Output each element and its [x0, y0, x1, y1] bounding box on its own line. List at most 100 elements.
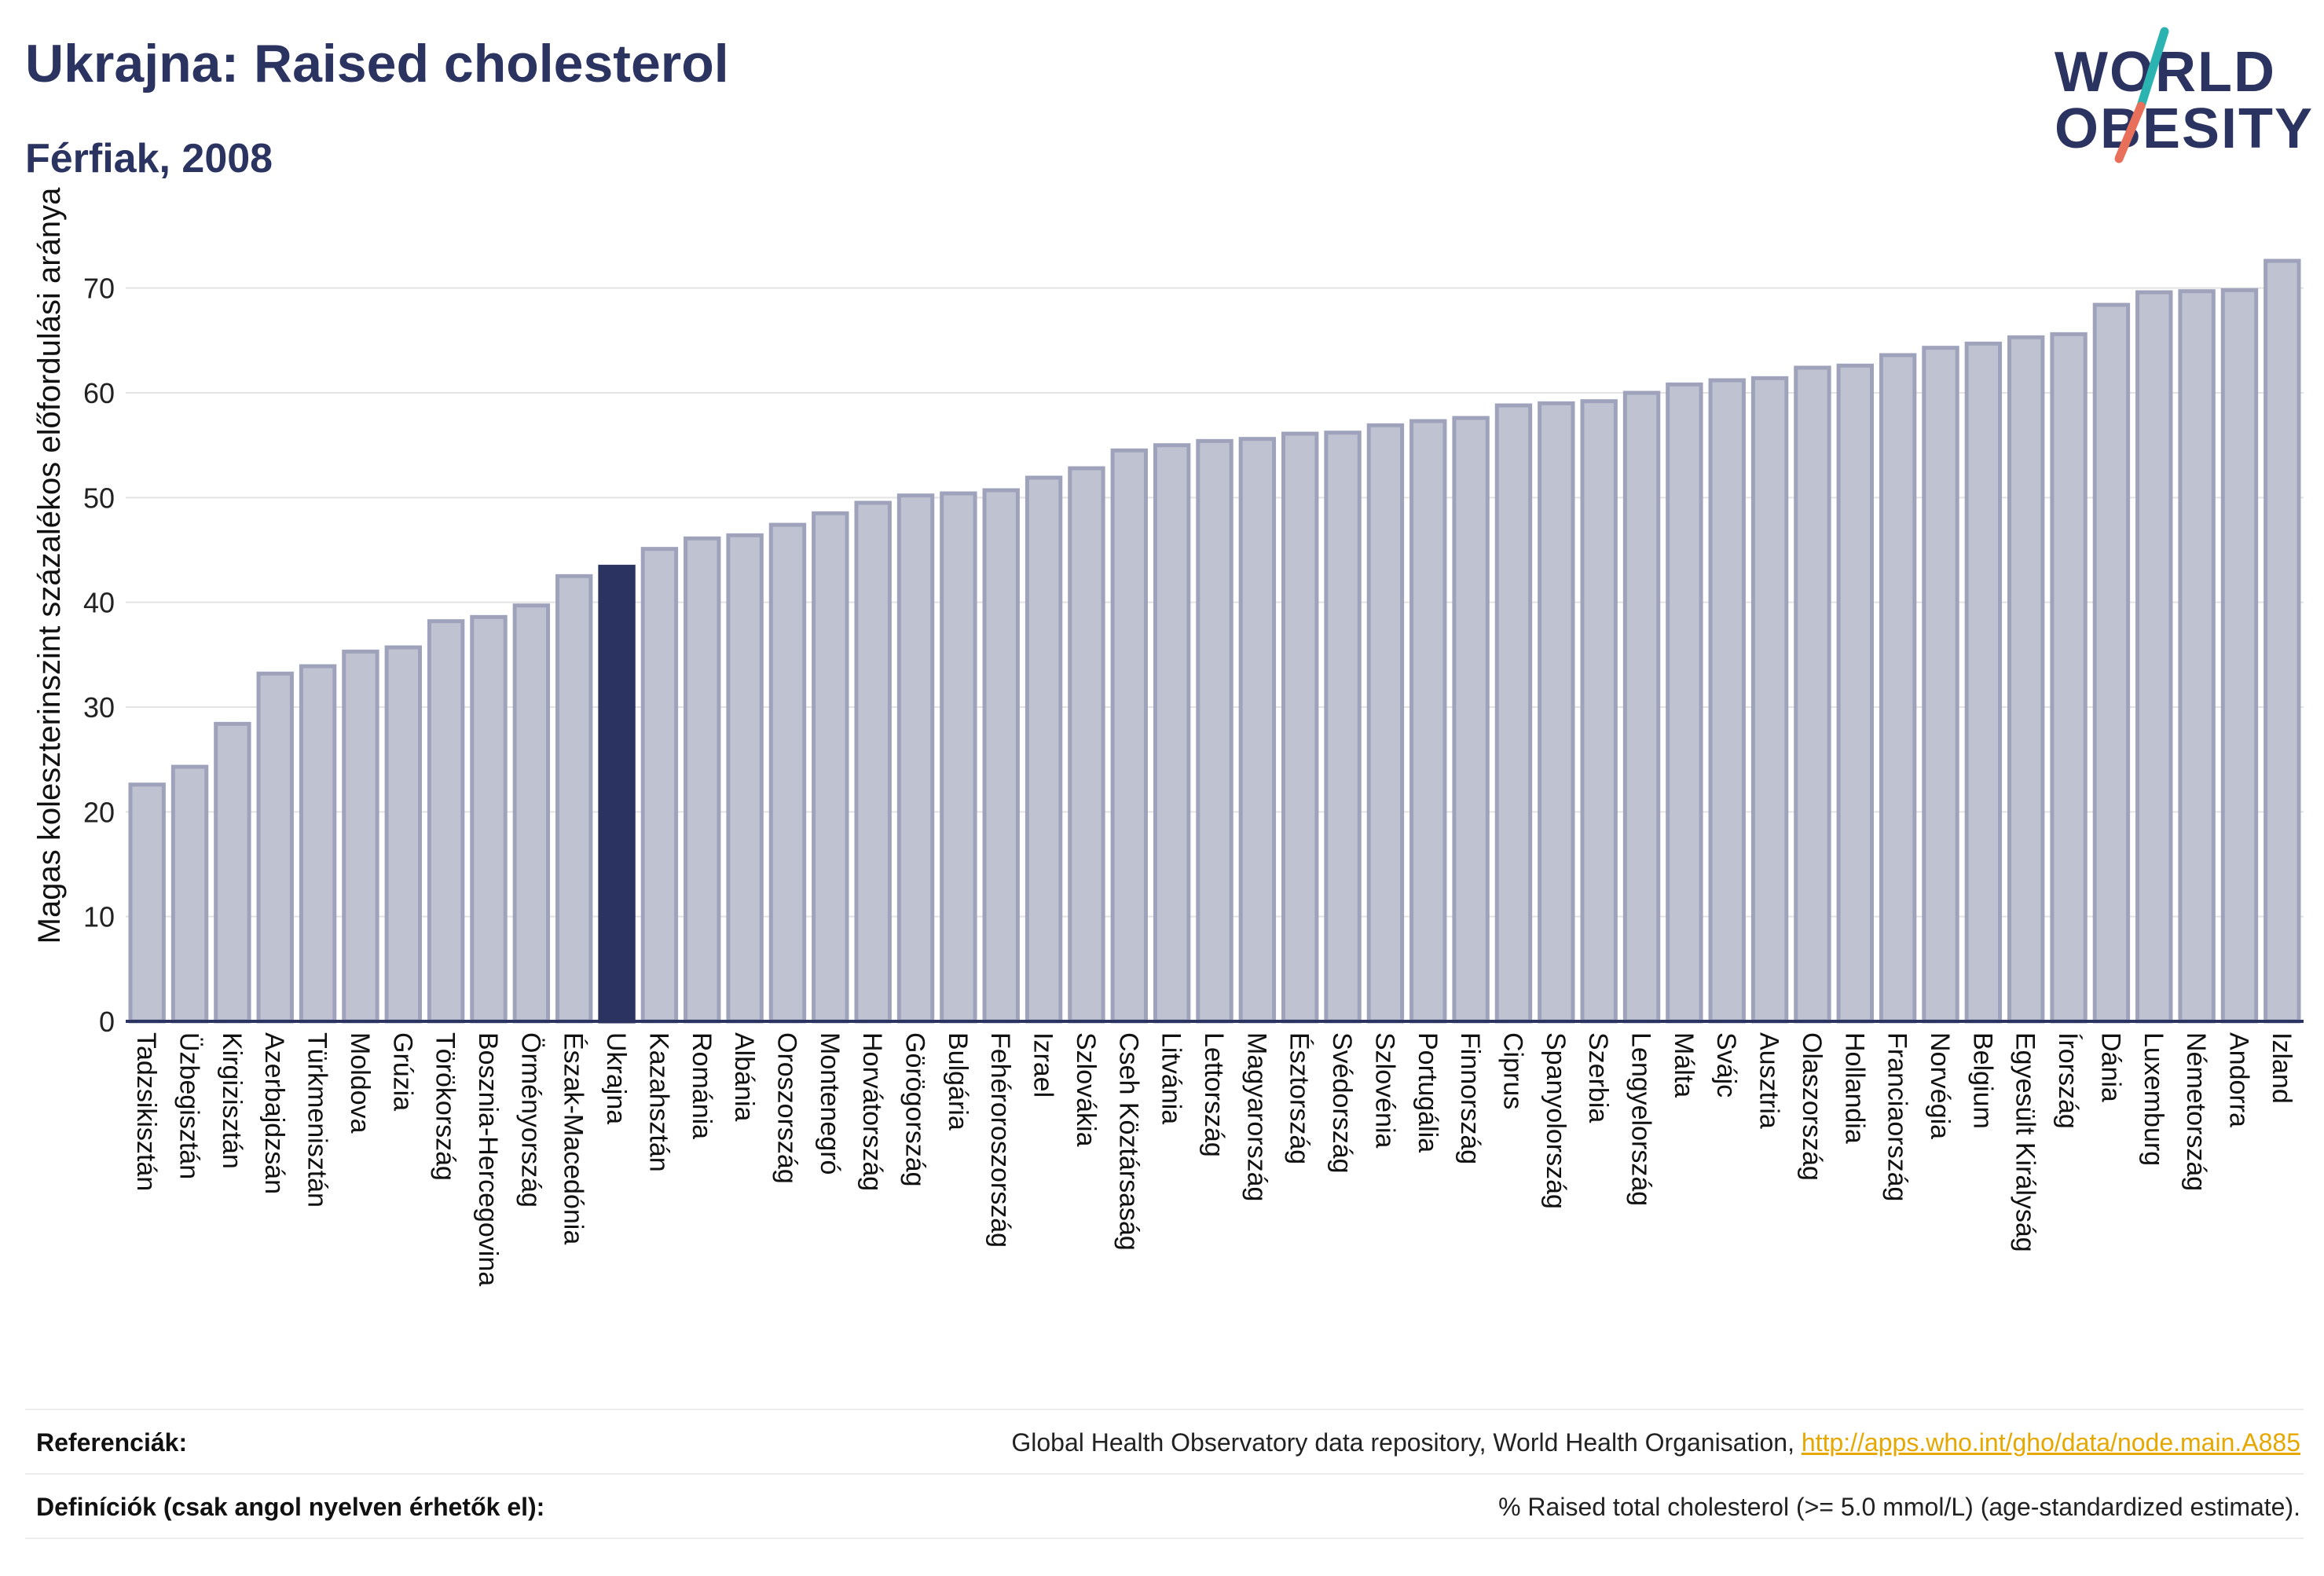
- x-tick-label: Moldova: [345, 1032, 375, 1134]
- x-tick-label: Egyesült Királyság: [2011, 1032, 2040, 1252]
- x-tick-label: Svédország: [1327, 1032, 1357, 1174]
- bar: [1281, 431, 1319, 1024]
- bar: [1622, 390, 1661, 1024]
- bar: [812, 511, 849, 1024]
- x-tick-label: Olaszország: [1797, 1032, 1827, 1181]
- x-tick-label: Franciaország: [1882, 1032, 1912, 1201]
- bar: [1538, 401, 1575, 1024]
- x-tick-label: Dánia: [2095, 1032, 2125, 1102]
- x-tick-label: Finnország: [1455, 1032, 1485, 1164]
- bar: [2007, 335, 2045, 1024]
- bar: [726, 533, 764, 1024]
- y-tick-label: 0: [99, 1006, 115, 1038]
- x-tick-label: Ukrajna: [601, 1032, 631, 1124]
- bar: [1366, 423, 1405, 1024]
- x-tick-label: Horvátország: [857, 1032, 887, 1191]
- bar: [854, 500, 892, 1024]
- bar: [768, 522, 807, 1024]
- x-tick-label: Szlovénia: [1369, 1032, 1399, 1149]
- x-tick-label: Spanyolország: [1541, 1032, 1571, 1209]
- x-tick-label: Litvánia: [1157, 1032, 1186, 1124]
- y-tick-label: 40: [83, 587, 115, 619]
- logo-line-1: WORLD: [2055, 41, 2276, 104]
- bar: [684, 536, 721, 1024]
- x-tick-label: Lettország: [1199, 1032, 1229, 1157]
- bar: [1580, 399, 1618, 1024]
- bar: [1409, 419, 1447, 1024]
- bar: [1068, 466, 1105, 1024]
- bar: [598, 564, 636, 1024]
- bar: [1110, 448, 1148, 1024]
- bar: [1666, 382, 1703, 1024]
- x-tick-label: Svájc: [1711, 1032, 1741, 1098]
- x-tick-label: Németország: [2181, 1032, 2211, 1191]
- bar: [256, 671, 294, 1024]
- bar: [1324, 431, 1362, 1024]
- x-tick-label: Oroszország: [772, 1032, 801, 1184]
- bar: [342, 649, 379, 1024]
- bar: [1025, 475, 1063, 1024]
- x-tick-label: Grúzia: [387, 1032, 417, 1111]
- bar: [2178, 289, 2216, 1024]
- y-tick-label: 60: [83, 377, 115, 409]
- x-tick-label: Izrael: [1028, 1032, 1058, 1098]
- y-axis-label: Magas koleszterinszint százalékos előfor…: [32, 187, 67, 944]
- bar: [170, 764, 209, 1024]
- x-tick-label: Románia: [687, 1032, 717, 1139]
- bar: [982, 488, 1020, 1024]
- x-tick-label: Norvégia: [1925, 1032, 1955, 1139]
- x-tick-label: Bulgária: [943, 1032, 973, 1131]
- x-tick-label: Luxemburg: [2139, 1032, 2168, 1166]
- bar: [2135, 290, 2173, 1024]
- bar: [128, 783, 166, 1024]
- references-link[interactable]: http://apps.who.int/gho/data/node.main.A…: [1801, 1428, 2300, 1457]
- y-tick-label: 70: [83, 273, 115, 305]
- logo-slash-icon: [2114, 27, 2169, 163]
- x-tick-label: Szerbia: [1583, 1032, 1613, 1123]
- x-tick-label: Andorra: [2223, 1032, 2253, 1127]
- bar: [1964, 341, 2003, 1024]
- x-tick-label: Magyarország: [1241, 1032, 1271, 1201]
- bar: [555, 574, 593, 1024]
- x-tick-label: Görögország: [900, 1032, 930, 1187]
- x-tick-label: Albánia: [729, 1032, 759, 1122]
- bar: [2264, 258, 2301, 1024]
- references-value: Global Health Observatory data repositor…: [1011, 1428, 2300, 1457]
- bar: [1452, 416, 1490, 1024]
- x-tick-label: Kirgizisztán: [217, 1032, 247, 1169]
- bar: [1708, 378, 1746, 1024]
- bar: [896, 493, 935, 1024]
- x-tick-label: Lengyelország: [1626, 1032, 1656, 1206]
- bar: [1494, 403, 1533, 1024]
- x-tick-label: Szlovákia: [1071, 1032, 1101, 1147]
- bar: [470, 614, 508, 1024]
- y-tick-label: 10: [83, 901, 115, 933]
- x-tick-label: Portugália: [1413, 1032, 1442, 1153]
- bar: [1196, 438, 1233, 1024]
- x-tick-label: Észak-Macedónia: [559, 1032, 588, 1244]
- world-obesity-logo: WORLD OBESITY: [2055, 24, 2314, 165]
- x-tick-label: Írország: [2053, 1032, 2083, 1129]
- x-tick-label: Fehéroroszország: [985, 1032, 1015, 1248]
- bar: [1750, 376, 1789, 1024]
- logo-line-2: OBESITY: [2055, 97, 2315, 160]
- bar: [1879, 353, 1917, 1024]
- x-tick-label: Izland: [2267, 1032, 2297, 1104]
- x-tick-label: Bosznia-Hercegovina: [473, 1032, 503, 1286]
- x-tick-label: Észtország: [1285, 1032, 1314, 1164]
- x-tick-label: Kazahsztán: [643, 1032, 673, 1172]
- references-label: Referenciák:: [36, 1428, 188, 1457]
- x-tick-label: Cseh Köztársaság: [1113, 1032, 1143, 1251]
- chart-subtitle: Férfiak, 2008: [25, 136, 273, 181]
- x-tick-label: Üzbegisztán: [174, 1032, 204, 1179]
- bar: [2050, 332, 2088, 1024]
- bar: [1238, 437, 1277, 1024]
- x-tick-label: Montenegró: [815, 1032, 845, 1175]
- bar: [1153, 443, 1191, 1024]
- bar: [512, 603, 551, 1024]
- x-tick-label: Málta: [1669, 1032, 1699, 1098]
- definitions-label: Definíciók (csak angol nyelven érhetők e…: [36, 1493, 545, 1521]
- bar: [1922, 346, 1959, 1024]
- chart-title: Ukrajna: Raised cholesterol: [25, 34, 729, 93]
